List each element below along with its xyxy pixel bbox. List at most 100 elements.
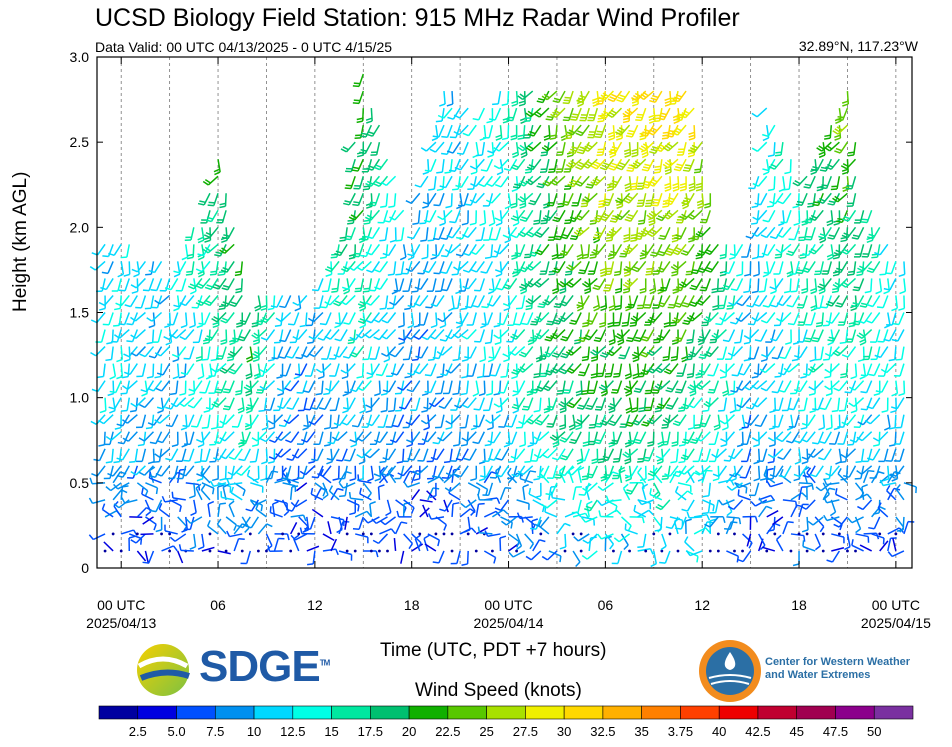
barb-flag	[317, 473, 324, 477]
barb-flag	[259, 368, 266, 374]
wind-barb	[144, 550, 150, 564]
barb-flag	[165, 341, 172, 346]
barb-shaft	[374, 278, 381, 291]
barb-flag	[147, 461, 155, 465]
wind-barb	[396, 510, 412, 518]
wind-barb	[484, 244, 494, 260]
barb-flag	[245, 375, 253, 380]
barb-flag	[541, 505, 545, 513]
wind-barb	[214, 244, 227, 257]
barb-shaft	[317, 465, 324, 479]
wind-barb	[271, 500, 279, 518]
barb-flag	[582, 443, 589, 447]
wind-barb	[490, 227, 502, 241]
barb-shaft	[521, 414, 526, 428]
barb-flag	[121, 375, 129, 379]
wind-barb	[412, 210, 421, 225]
barb-flag	[302, 426, 309, 431]
barb-shaft	[250, 516, 260, 529]
barb-flag	[389, 239, 397, 243]
barb-flag	[554, 109, 561, 114]
barb-shaft	[420, 175, 429, 188]
barb-flag	[608, 422, 615, 427]
wind-barb	[116, 448, 130, 461]
barb-shaft	[505, 363, 510, 377]
barb-flag	[200, 467, 205, 474]
barb-flag	[546, 323, 553, 326]
barb-flag	[598, 386, 605, 391]
barb-flag	[373, 166, 381, 171]
barb-shaft	[210, 209, 219, 222]
barb-flag	[197, 299, 204, 304]
wind-barb	[455, 244, 469, 257]
wind-barb	[407, 448, 421, 461]
wind-barb	[402, 346, 413, 361]
barb-shaft	[581, 295, 590, 307]
barb-shaft	[512, 312, 518, 326]
wind-barb	[502, 295, 518, 307]
calm-dot	[248, 532, 252, 536]
barb-flag	[597, 485, 604, 491]
wind-barb	[436, 159, 445, 174]
barb-flag	[501, 103, 508, 107]
wind-barb	[474, 278, 486, 292]
barb-flag	[422, 171, 429, 175]
wind-barb	[204, 329, 219, 342]
wind-barb	[462, 397, 477, 409]
wind-barb	[512, 380, 519, 397]
barb-flag	[537, 305, 544, 309]
barb-shaft	[550, 482, 558, 496]
wind-barb	[357, 312, 372, 324]
wind-barb	[160, 532, 163, 536]
wind-barb	[212, 278, 227, 290]
barb-shaft	[284, 329, 292, 342]
wind-barb	[108, 243, 122, 257]
wind-barb	[611, 550, 623, 565]
barb-shaft	[524, 533, 534, 545]
barb-flag	[501, 137, 509, 141]
barb-flag	[206, 216, 214, 220]
wind-barb	[153, 448, 163, 463]
barb-shaft	[207, 346, 211, 360]
wind-barb	[151, 295, 163, 309]
barb-shaft	[630, 482, 639, 495]
barb-flag	[582, 441, 590, 444]
barb-flag	[445, 205, 452, 209]
barb-flag	[586, 404, 593, 408]
barb-shaft	[354, 431, 364, 443]
wind-barb	[502, 226, 518, 239]
barb-shaft	[577, 469, 582, 483]
wind-barb	[556, 522, 571, 535]
barb-flag	[582, 253, 589, 257]
wind-barb	[452, 346, 461, 362]
barb-shaft	[487, 533, 501, 537]
barb-shaft	[410, 431, 414, 445]
wind-barb	[413, 295, 429, 307]
barb-shaft	[445, 175, 453, 188]
wind-barb	[369, 346, 381, 360]
barb-shaft	[180, 549, 194, 552]
barb-flag	[499, 535, 507, 539]
barb-flag	[606, 236, 613, 240]
barb-shaft	[234, 448, 243, 460]
barb-shaft	[500, 499, 510, 511]
barb-flag	[179, 302, 186, 307]
barb-shaft	[490, 414, 501, 424]
barb-shaft	[442, 209, 453, 221]
wind-barb	[113, 482, 130, 490]
barb-flag	[533, 436, 540, 441]
barb-shaft	[215, 363, 227, 373]
barb-flag	[155, 529, 162, 533]
wind-barb	[338, 550, 353, 561]
wind-barb	[196, 431, 211, 443]
barb-shaft	[290, 514, 304, 518]
barb-flag	[224, 405, 231, 408]
barb-flag	[493, 250, 500, 255]
calm-dot	[361, 532, 365, 536]
barb-flag	[625, 443, 632, 448]
calm-dot	[386, 549, 389, 553]
wind-barb	[139, 346, 155, 358]
wind-barb	[261, 448, 268, 465]
barb-shaft	[511, 107, 518, 121]
barb-shaft	[391, 431, 397, 445]
